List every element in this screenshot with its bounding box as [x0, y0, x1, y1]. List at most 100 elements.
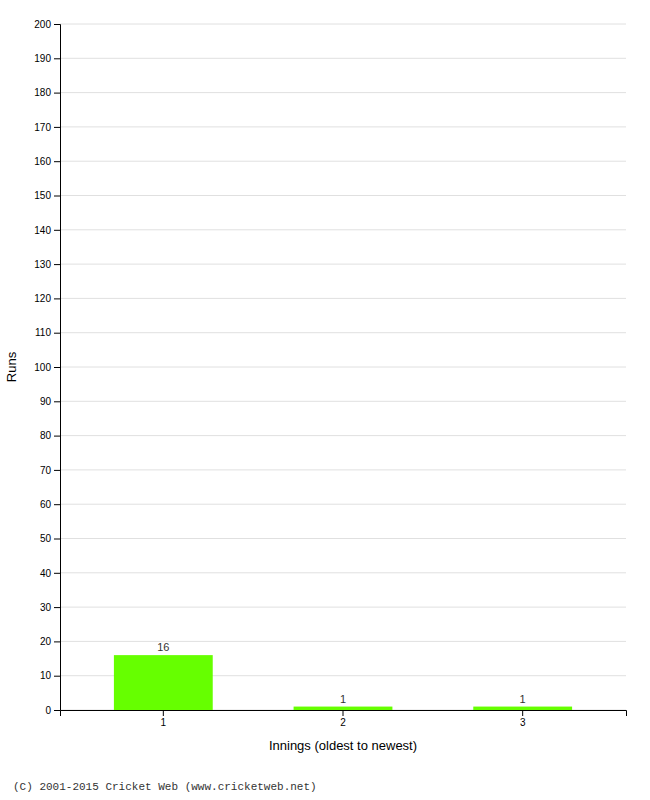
y-tick: 20 [40, 636, 60, 647]
y-tick-label: 0 [45, 705, 51, 716]
x-axis-line [61, 711, 627, 717]
y-tick-label: 10 [40, 670, 52, 681]
y-tick: 170 [34, 122, 60, 133]
y-tick-mark [54, 641, 60, 642]
y-tick: 110 [35, 327, 60, 338]
grid-line [60, 607, 626, 608]
grid-line [60, 641, 626, 642]
x-tick-label: 2 [340, 717, 346, 728]
bar [294, 707, 393, 710]
y-tick: 160 [34, 156, 60, 167]
bars [114, 655, 572, 710]
grid-line [60, 469, 626, 470]
y-tick-label: 40 [40, 568, 52, 579]
chart-svg: 1611123010203040506070809010011012013014… [0, 0, 650, 800]
y-tick: 60 [40, 499, 60, 510]
grid-line [60, 367, 626, 368]
grid-line [60, 195, 626, 196]
y-tick-label: 160 [34, 156, 51, 167]
data-label: 16 [157, 641, 169, 653]
grid-line [60, 92, 626, 93]
y-tick-mark [54, 710, 60, 711]
y-tick-label: 80 [40, 430, 52, 441]
x-tick-mark [163, 710, 164, 716]
y-tick: 90 [40, 396, 60, 407]
x-axis-title: Innings (oldest to newest) [269, 738, 417, 753]
grid-line [60, 126, 626, 127]
y-tick-mark [54, 230, 60, 231]
y-tick-mark [54, 539, 60, 540]
y-tick: 40 [40, 568, 60, 579]
x-tick: 3 [520, 710, 526, 728]
y-tick-label: 120 [34, 293, 51, 304]
y-tick-label: 60 [40, 499, 52, 510]
x-tick: 2 [340, 710, 346, 728]
y-tick: 180 [34, 87, 60, 98]
y-tick-label: 190 [34, 53, 51, 64]
y-tick-mark [54, 436, 60, 437]
data-label: 1 [340, 693, 346, 705]
y-tick-label: 20 [40, 636, 52, 647]
grid-line [60, 504, 626, 505]
y-tick-label: 100 [34, 362, 51, 373]
y-tick-mark [54, 298, 60, 299]
footer: (C) 2001-2015 Cricket Web (www.cricketwe… [13, 781, 317, 793]
bar [473, 707, 572, 710]
x-axis: 1 2 3 [61, 710, 627, 728]
x-tick-mark [343, 710, 344, 716]
y-tick: 0 [45, 705, 60, 716]
grid-line [60, 298, 626, 299]
y-tick-label: 180 [34, 87, 51, 98]
chart-container: 1611123010203040506070809010011012013014… [0, 0, 650, 800]
grid-line [60, 161, 626, 162]
y-axis: 0 10 20 30 40 50 60 70 80 90 100 110 120 130 140 150 160… [34, 19, 60, 716]
y-tick: 130 [34, 259, 60, 270]
y-tick-mark [54, 401, 60, 402]
grid-line [60, 264, 626, 265]
y-tick: 200 [34, 19, 60, 30]
x-tick-label: 1 [161, 717, 167, 728]
y-axis-title: Runs [4, 351, 19, 382]
y-tick-mark [54, 333, 60, 334]
data-label: 1 [520, 693, 526, 705]
x-tick-mark [522, 710, 523, 716]
y-axis-line [54, 25, 61, 711]
y-tick: 140 [34, 225, 60, 236]
y-tick: 70 [40, 465, 60, 476]
y-tick-mark [54, 58, 60, 59]
y-tick-mark [54, 93, 60, 94]
grid [60, 24, 626, 710]
x-tick-label: 3 [520, 717, 526, 728]
y-tick: 30 [40, 602, 60, 613]
y-tick-label: 110 [35, 327, 51, 338]
y-tick-mark [54, 264, 60, 265]
bar [114, 655, 213, 710]
y-tick-mark [54, 196, 60, 197]
grid-line [60, 332, 626, 333]
y-tick: 190 [34, 53, 60, 64]
data-labels: 1611 [157, 641, 526, 704]
grid-line [60, 229, 626, 230]
y-tick-label: 90 [40, 396, 52, 407]
y-tick-label: 170 [34, 122, 51, 133]
y-tick-label: 130 [34, 259, 51, 270]
y-tick-mark [54, 607, 60, 608]
y-tick-label: 150 [34, 190, 51, 201]
grid-line [60, 572, 626, 573]
y-tick: 100 [34, 362, 60, 373]
y-tick-mark [54, 24, 60, 25]
y-tick-mark [54, 127, 60, 128]
y-tick-mark [54, 161, 60, 162]
y-tick: 80 [40, 430, 60, 441]
x-tick: 1 [161, 710, 167, 728]
y-tick: 150 [34, 190, 60, 201]
grid-line [60, 24, 626, 25]
y-tick-mark [54, 367, 60, 368]
y-tick-label: 30 [40, 602, 52, 613]
grid-line [60, 538, 626, 539]
y-tick-label: 50 [40, 533, 52, 544]
plot-area: 1611123010203040506070809010011012013014… [34, 19, 626, 728]
y-tick: 10 [40, 670, 60, 681]
y-tick-mark [54, 676, 60, 677]
y-tick-mark [54, 470, 60, 471]
